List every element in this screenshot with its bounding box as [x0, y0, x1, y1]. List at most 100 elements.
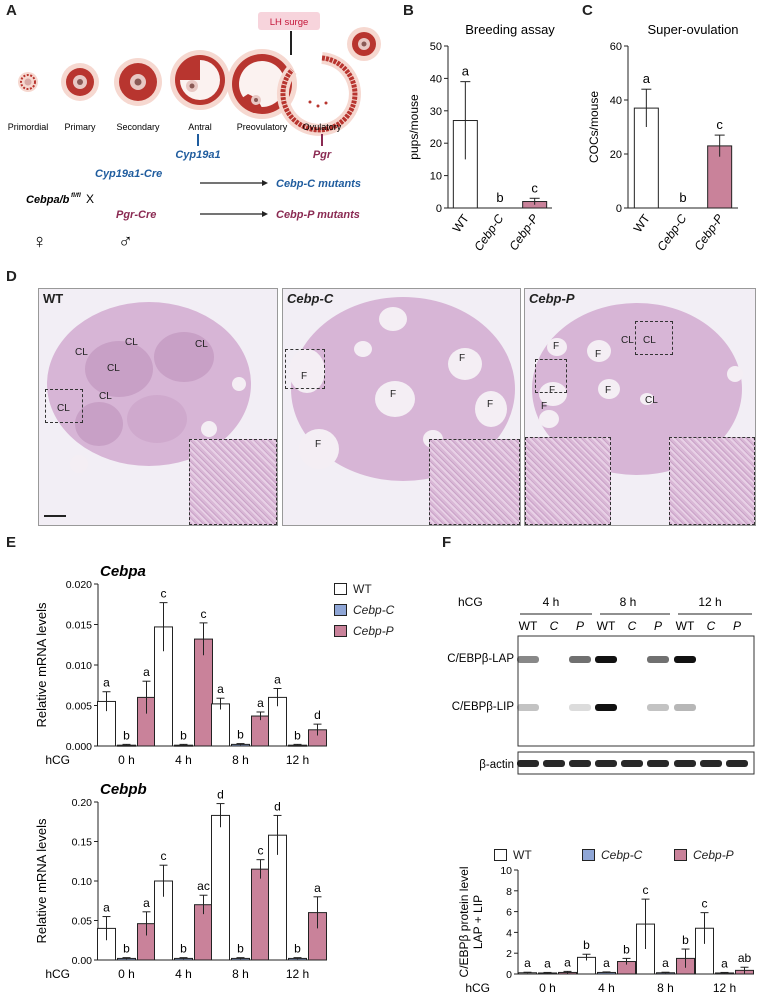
blot-band — [700, 760, 722, 767]
significance-letter: a — [524, 956, 531, 970]
x-tick-label: Cebp-P — [691, 212, 726, 253]
antral-follicle-icon — [170, 50, 230, 110]
y-axis-label: COCs/mouse — [587, 91, 601, 163]
x-tick-label: Cebp-P — [506, 212, 541, 253]
blot-band — [595, 760, 617, 767]
y-tick-label: 10 — [500, 865, 512, 877]
follicle-label: F — [315, 439, 322, 450]
legend-swatch-cebp-p — [334, 625, 347, 637]
significance-letter: b — [294, 942, 301, 956]
blot-band — [674, 760, 696, 767]
blot-band — [674, 704, 696, 711]
x-tick-label: Cebp-C — [471, 211, 506, 253]
y-tick-label: 0.015 — [66, 620, 92, 632]
legend-cebp-p: Cebp-P — [334, 624, 394, 638]
x-tick-label: WT — [450, 211, 473, 235]
y-tick-label: 0.05 — [72, 916, 93, 928]
legend-label-cebp-c: Cebp-C — [353, 603, 395, 617]
significance-letter: a — [544, 956, 551, 970]
stage-label-ovulatory: Ovulatory — [303, 122, 342, 132]
y-tick-label: 50 — [430, 41, 442, 53]
blot-band — [517, 656, 539, 663]
breeding-assay-chart: Breeding assay 0 10 20 30 40 50 pups/mouse a WT bC… — [407, 22, 555, 254]
lh-surge-box — [258, 12, 320, 30]
micrograph-wt: WT CL CL CL CL CL CL — [38, 288, 278, 526]
micrograph-wt-label: WT — [43, 291, 64, 306]
micrograph-cebp-p: Cebp-P F F F F F CL CL CL — [524, 288, 756, 526]
cl-label: CL — [643, 335, 656, 346]
blot-band — [517, 704, 539, 711]
x-tick-label: 8 h — [232, 967, 249, 981]
y-tick-label: 0 — [506, 969, 512, 981]
blot-lane-label: WT — [597, 619, 616, 633]
legend-f-swatch-cebp-p — [674, 849, 687, 861]
blot-lane-label: P — [733, 619, 741, 633]
legend-f-wt: WT — [494, 848, 532, 862]
bar — [211, 814, 230, 961]
legend-label-cebp-p: Cebp-P — [353, 624, 394, 638]
significance-letter: b — [237, 942, 244, 956]
significance-letter: b — [180, 728, 187, 742]
blot-band — [647, 656, 669, 663]
legend-f-label-cebp-c: Cebp-C — [601, 848, 643, 862]
primordial-follicle-icon — [18, 72, 38, 92]
y-tick-label: 0.020 — [66, 579, 92, 591]
micrograph-cebp-c-label: Cebp-C — [287, 291, 334, 306]
lh-surge-label: LH surge — [270, 17, 309, 28]
ovulated-oocyte-icon — [347, 27, 381, 61]
significance-letter: ab — [738, 951, 752, 965]
y-tick-label: 0.15 — [72, 837, 93, 849]
significance-letter: b — [682, 933, 689, 947]
cyp19a1-label: Cyp19a1 — [175, 149, 220, 161]
micrograph-cebp-c: Cebp-C F F F F F — [282, 288, 521, 526]
inset-box — [635, 321, 673, 355]
significance-letter: b — [294, 728, 301, 742]
follicle-label: F — [459, 353, 466, 364]
follicle-label: F — [541, 401, 548, 412]
significance-letter: b — [496, 190, 503, 205]
y-tick-label: 0.000 — [66, 741, 92, 753]
blot-membrane-top — [517, 635, 755, 747]
blot-time-8h: 8 h — [620, 595, 637, 609]
blot-lane-label: C — [550, 619, 559, 633]
blot-band-lip-label: C/EBPβ-LIP — [452, 701, 515, 713]
x-tick-label: 4 h — [175, 967, 192, 981]
cl-label: CL — [57, 403, 70, 414]
super-ovulation-chart: Super-ovulation 0 20 40 60 COCs/mouse a WT b Cebp… — [587, 22, 739, 254]
x-tick-label: 12 h — [713, 981, 736, 995]
blot-band — [595, 656, 617, 663]
significance-letter: a — [721, 956, 728, 970]
y-tick-label: 8 — [506, 886, 512, 898]
inset-box — [535, 359, 567, 393]
y-tick-label: 10 — [430, 171, 442, 183]
significance-letter: a — [103, 676, 110, 690]
y-tick-label: 0.20 — [72, 797, 93, 809]
blot-lane-label: C — [707, 619, 716, 633]
cebp-c-mutants-label: Cebp-C mutants — [276, 178, 361, 190]
significance-letter: a — [257, 696, 264, 710]
bar — [251, 868, 270, 961]
follicle-label: F — [553, 341, 560, 352]
significance-letter: a — [462, 64, 470, 79]
x-tick-label: 4 h — [175, 753, 192, 767]
y-axis-label: Relative mRNA levels — [34, 818, 49, 943]
cl-label: CL — [107, 363, 120, 374]
significance-letter: c — [531, 180, 538, 195]
y-tick-label: 0.00 — [72, 955, 93, 967]
x-prefix-label: hCG — [45, 753, 70, 767]
secondary-follicle-icon — [114, 58, 162, 106]
legend-label-wt: WT — [353, 582, 372, 596]
y-axis-label: Relative mRNA levels — [34, 602, 49, 727]
legend-f-swatch-wt — [494, 849, 507, 861]
significance-letter: b — [237, 728, 244, 742]
panel-letter-f: F — [442, 534, 452, 551]
blot-band — [647, 760, 669, 767]
blot-lane-label: P — [654, 619, 662, 633]
y-tick-label: 60 — [610, 41, 622, 53]
cl-label: CL — [621, 335, 634, 346]
x-tick-label: 12 h — [286, 967, 309, 981]
inset-box — [45, 389, 83, 423]
micrograph-cebp-p-label: Cebp-P — [529, 291, 575, 306]
blot-lane-label: WT — [519, 619, 538, 633]
x-tick-label: 12 h — [286, 753, 309, 767]
